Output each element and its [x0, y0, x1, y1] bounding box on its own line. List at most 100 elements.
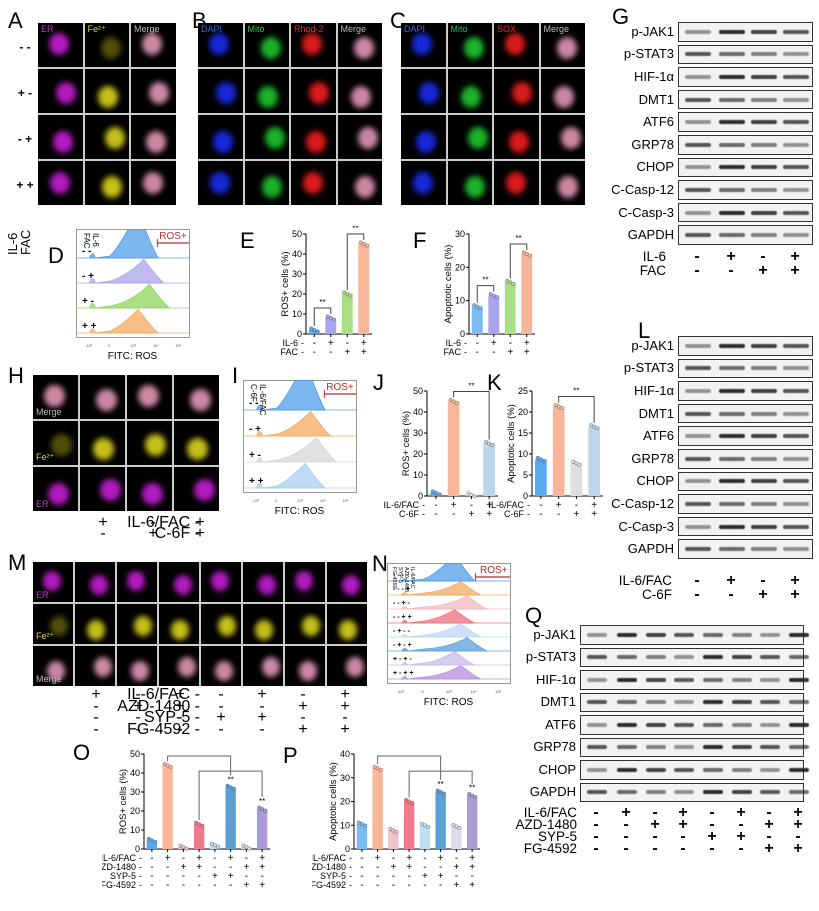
svg-text:+: +: [453, 880, 459, 891]
svg-text:ROS+: ROS+: [480, 565, 508, 576]
protein-band: [732, 790, 752, 795]
svg-text:30: 30: [340, 773, 350, 783]
condition-value: -: [738, 840, 744, 857]
micrograph-er-cell: [38, 161, 83, 205]
condition-label: FG-4592 -: [127, 720, 200, 738]
protein-band: [760, 790, 780, 795]
svg-text:+: +: [591, 509, 597, 520]
protein-band: [719, 434, 745, 439]
protein-band: [646, 790, 666, 795]
svg-text:FG-4592: FG-4592: [391, 567, 397, 589]
svg-text:- - - +: - - - +: [393, 586, 410, 593]
condition-value: -: [623, 840, 629, 857]
protein-band: [783, 434, 809, 439]
protein-band: [703, 722, 723, 727]
condition-value: +: [257, 686, 267, 703]
svg-text:+: +: [422, 871, 428, 882]
svg-text:20: 20: [340, 797, 350, 807]
protein-band: [646, 722, 666, 727]
micrograph-merge-cell: [127, 375, 172, 419]
micrograph-merge-cell: Merge: [540, 23, 585, 67]
svg-text:10⁵: 10⁵: [342, 498, 348, 503]
blot-strip: [678, 225, 813, 245]
protein-band: [760, 632, 780, 637]
svg-text:10⁵: 10⁵: [175, 343, 181, 348]
micrograph-merge-cell: [337, 69, 382, 113]
svg-text:-: -: [422, 509, 425, 519]
micrograph-mito-cell: [244, 161, 289, 205]
channel-label: Merge: [134, 24, 160, 34]
blot-strip: [580, 737, 809, 757]
condition-label: IL-6/FAC -: [127, 686, 200, 703]
condition-value: +: [793, 816, 803, 833]
protein-band: [751, 411, 777, 416]
protein-band: [674, 722, 694, 727]
protein-band: [783, 366, 809, 371]
svg-text:-: -: [539, 509, 542, 520]
svg-text:Apoptotic cells (%): Apoptotic cells (%): [328, 762, 339, 841]
svg-text:+: +: [573, 509, 579, 520]
protein-band: [674, 767, 694, 772]
protein-band: [783, 233, 809, 238]
micrograph-dapi-cell: [198, 115, 243, 159]
blot-strip: [678, 157, 813, 178]
svg-text:+ -: + -: [82, 296, 94, 307]
svg-text:IL-6: IL-6: [445, 338, 461, 348]
protein-label: ATF6: [545, 716, 576, 732]
blot-strip: [678, 336, 813, 356]
condition-value: -: [593, 840, 599, 857]
svg-text:-: -: [301, 338, 304, 348]
svg-text:20: 20: [413, 449, 423, 459]
protein-band: [732, 632, 752, 637]
condition-value: -: [795, 828, 801, 845]
protein-band: [617, 632, 637, 637]
condition-value: +: [98, 514, 108, 531]
protein-band: [789, 722, 809, 727]
micrograph-fe2-cell: [127, 421, 172, 465]
blot-strip: [678, 381, 813, 401]
protein-band: [751, 547, 777, 552]
protein-band: [719, 547, 745, 552]
svg-text:-: -: [229, 880, 232, 891]
svg-text:FG-4592: FG-4592: [312, 880, 346, 890]
panel-label-f: F: [413, 228, 427, 253]
svg-text:+: +: [469, 862, 475, 873]
svg-text:30: 30: [292, 269, 302, 279]
protein-label: ATF6: [643, 114, 674, 130]
micrograph-er-cell: [243, 562, 283, 602]
protein-label: DMT1: [638, 91, 674, 107]
micrograph-er-cell: ER: [33, 467, 78, 511]
micrograph-fe2-cell: [75, 604, 115, 644]
micrograph-fe2-cell: [174, 421, 219, 465]
svg-text:-: -: [229, 862, 232, 873]
condition-value: +: [790, 248, 800, 265]
svg-text:**: **: [482, 276, 488, 285]
protein-band: [617, 745, 637, 750]
protein-band: [789, 655, 809, 660]
micrograph-merge-cell: Merge: [33, 646, 73, 686]
protein-band: [760, 767, 780, 772]
micrograph-fe2-cell: [285, 604, 325, 644]
condition-value: -: [593, 816, 599, 833]
svg-text:-: -: [349, 880, 352, 890]
blot-strip: [678, 449, 813, 469]
micrograph-fe2-cell: [327, 604, 367, 644]
condition-value: +: [91, 686, 101, 703]
svg-text:-: -: [470, 871, 473, 882]
svg-text:30: 30: [413, 428, 423, 438]
row-condition: + -: [17, 86, 33, 100]
protein-band: [751, 29, 777, 34]
svg-text:20: 20: [518, 407, 528, 417]
condition-value: -: [728, 262, 734, 279]
protein-band: [783, 165, 809, 170]
svg-text:-: -: [182, 853, 185, 864]
panel-a-micrographs: ER Fe²⁺ Merge: [38, 23, 176, 205]
svg-text:**: **: [469, 784, 475, 793]
condition-label: IL-6/FAC: [618, 573, 672, 588]
protein-band: [751, 97, 777, 102]
micrograph-er-cell: [174, 467, 219, 511]
svg-text:-10³: -10³: [397, 689, 405, 694]
protein-band: [783, 210, 809, 215]
condition-value: +: [148, 525, 158, 542]
blot-strip: [678, 471, 813, 492]
